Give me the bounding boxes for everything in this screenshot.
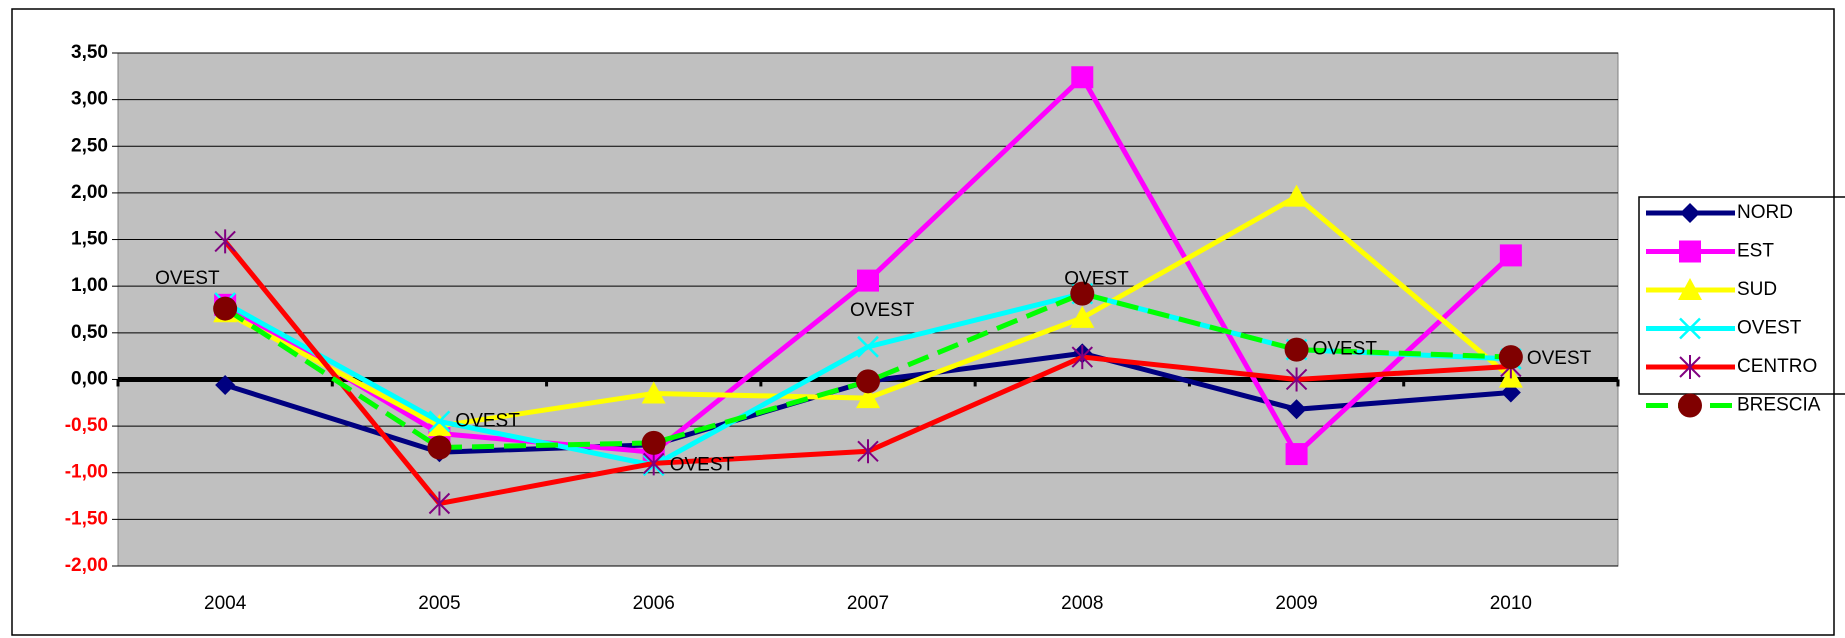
data-label: OVEST — [1527, 348, 1592, 369]
marker — [1284, 337, 1309, 362]
y-tick-label: 3,00 — [71, 89, 108, 110]
y-tick-label: -1,50 — [65, 508, 108, 529]
y-tick-label: 0,50 — [71, 322, 108, 343]
marker — [214, 229, 236, 254]
marker — [1286, 399, 1307, 420]
y-tick-label: 1,50 — [71, 229, 108, 250]
marker — [213, 296, 238, 321]
marker — [1679, 317, 1701, 340]
marker — [643, 451, 665, 476]
y-tick-label: 2,00 — [71, 182, 108, 203]
y-tick-label: 3,50 — [71, 42, 108, 63]
marker — [1499, 244, 1522, 267]
marker — [641, 430, 666, 455]
data-label: OVEST — [155, 268, 220, 289]
marker — [1284, 184, 1309, 207]
y-tick-label: -0,50 — [65, 415, 108, 436]
data-label: OVEST — [670, 454, 735, 475]
legend-label: EST — [1737, 241, 1774, 262]
x-tick-label: 2006 — [633, 593, 675, 614]
marker — [857, 335, 879, 358]
y-tick-label: -2,00 — [65, 555, 108, 576]
x-tick-label: 2010 — [1490, 593, 1532, 614]
data-label: OVEST — [850, 300, 915, 321]
legend-label: CENTRO — [1737, 356, 1817, 377]
legend-label: OVEST — [1737, 318, 1802, 339]
marker — [1070, 281, 1095, 306]
marker — [1285, 443, 1308, 466]
marker — [1679, 355, 1701, 379]
marker — [427, 435, 452, 460]
x-tick-label: 2008 — [1061, 593, 1103, 614]
marker — [857, 439, 879, 464]
data-label: OVEST — [455, 410, 520, 431]
marker — [1071, 345, 1093, 370]
data-label: OVEST — [1064, 269, 1129, 290]
marker — [1071, 66, 1094, 89]
marker — [857, 269, 879, 292]
marker — [856, 369, 880, 394]
x-tick-label: 2007 — [847, 593, 889, 614]
marker — [1498, 345, 1523, 370]
y-tick-label: 1,00 — [71, 275, 108, 296]
marker — [1680, 203, 1700, 223]
legend-label: BRESCIA — [1737, 395, 1821, 416]
marker — [1679, 240, 1701, 263]
marker — [215, 375, 236, 396]
x-tick-label: 2009 — [1275, 593, 1317, 614]
legend-box — [1638, 196, 1845, 395]
marker — [428, 491, 451, 516]
x-tick-label: 2005 — [418, 593, 460, 614]
series — [213, 281, 1523, 460]
marker — [856, 386, 880, 409]
legend-label: NORD — [1737, 202, 1793, 223]
x-tick-label: 2004 — [204, 593, 247, 614]
marker — [1678, 278, 1702, 300]
plot-area — [117, 52, 1619, 567]
y-tick-label: -1,00 — [65, 462, 108, 483]
marker — [1285, 367, 1308, 392]
marker — [1678, 393, 1702, 418]
legend-label: SUD — [1737, 279, 1777, 300]
y-tick-label: 0,00 — [71, 368, 108, 389]
marker — [428, 410, 451, 433]
data-label: OVEST — [1313, 339, 1378, 360]
marker — [1070, 305, 1095, 328]
marker — [641, 381, 666, 404]
y-tick-label: 2,50 — [71, 135, 108, 156]
marker — [427, 414, 452, 437]
